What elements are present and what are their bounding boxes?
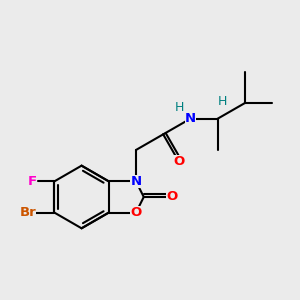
Text: N: N [185, 112, 196, 125]
Text: Br: Br [20, 206, 36, 219]
Text: O: O [166, 190, 178, 203]
Text: F: F [28, 175, 37, 188]
Text: H: H [218, 95, 227, 108]
Text: H: H [175, 101, 184, 114]
Text: O: O [130, 206, 142, 219]
Text: O: O [173, 155, 184, 168]
Text: N: N [130, 175, 142, 188]
